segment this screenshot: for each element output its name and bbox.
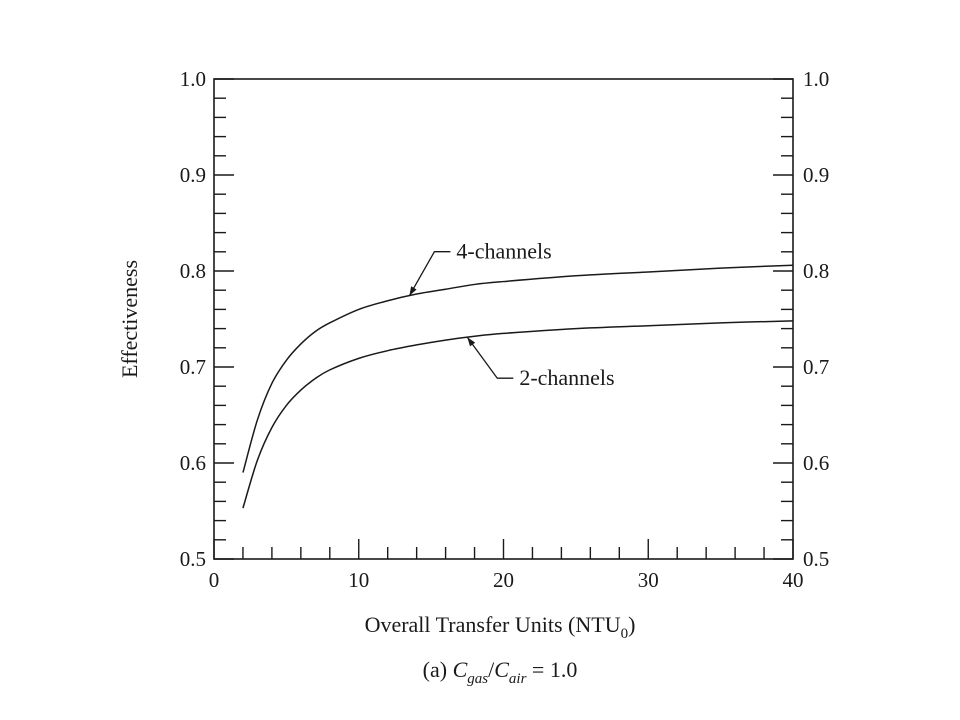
annotation-arrowhead-2-channels (467, 337, 476, 347)
caption-c1: C (453, 657, 468, 682)
x-axis-label-main: Overall Transfer Units (NTU (365, 612, 621, 637)
x-tick-label: 10 (348, 568, 369, 592)
y-right-tick-label: 1.0 (803, 67, 829, 91)
x-tick-label: 30 (638, 568, 659, 592)
series-layer (242, 264, 794, 509)
caption-slash: / (488, 657, 495, 682)
y-right-tick-label: 0.5 (803, 547, 829, 571)
annotation-arrowhead-4-channels (409, 286, 417, 296)
annotation-label-2-channels: 2-channels (519, 365, 614, 390)
caption-c1-subscript: gas (467, 671, 488, 687)
x-axis-label: Overall Transfer Units (NTU0) (365, 612, 636, 642)
y-right-tick-label: 0.7 (803, 355, 829, 379)
y-right-tick-label: 0.8 (803, 259, 829, 283)
y-left-tick-label: 0.7 (180, 355, 206, 379)
x-tick-label: 0 (209, 568, 220, 592)
x-tick-label: 40 (783, 568, 804, 592)
y-left-tick-label: 0.6 (180, 451, 206, 475)
caption-c2-subscript: air (509, 671, 527, 687)
y-left-tick-label: 0.8 (180, 259, 206, 283)
annotation-label-4-channels: 4-channels (456, 239, 551, 264)
annotation-layer: 4-channels 2-channels (408, 239, 615, 390)
y-left-tick-label: 0.5 (180, 547, 206, 571)
ticks-layer (213, 78, 794, 560)
y-axis-label: Effectiveness (117, 260, 142, 378)
x-axis-label-subscript: 0 (621, 626, 629, 642)
x-axis-label-close: ) (628, 612, 635, 637)
series-line-2-channels (242, 320, 794, 509)
annotation-leader-2-channels (466, 336, 514, 379)
tick-labels-layer: 0 10 20 30 400.5 0.50.6 0.60.7 0.70.8 0.80.9 0.91… (180, 67, 830, 592)
y-left-tick-label: 1.0 (180, 67, 206, 91)
figure-caption: (a) Cgas/Cair = 1.0 (423, 657, 578, 687)
caption-c2: C (494, 657, 509, 682)
y-right-tick-label: 0.6 (803, 451, 829, 475)
annotation-leader-4-channels (408, 251, 451, 297)
caption-suffix: = 1.0 (526, 657, 577, 682)
y-left-tick-label: 0.9 (180, 163, 206, 187)
caption-prefix: (a) (423, 657, 453, 682)
y-right-tick-label: 0.9 (803, 163, 829, 187)
x-tick-label: 20 (493, 568, 514, 592)
series-line-4-channels (242, 264, 794, 473)
